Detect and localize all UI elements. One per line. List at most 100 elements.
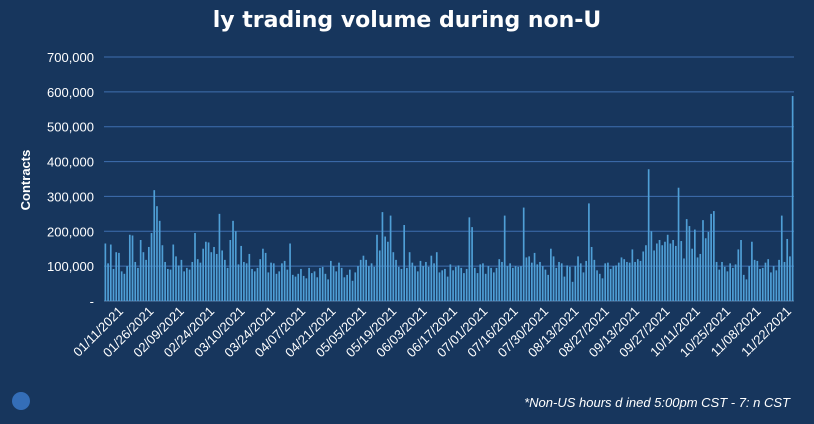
bar bbox=[571, 281, 574, 301]
bar bbox=[278, 271, 281, 301]
bar bbox=[253, 271, 256, 301]
bar bbox=[745, 279, 748, 301]
bar bbox=[327, 279, 329, 301]
bar bbox=[137, 267, 139, 301]
bar bbox=[226, 267, 229, 301]
bar bbox=[588, 203, 590, 301]
bar bbox=[655, 243, 658, 301]
bar bbox=[281, 263, 283, 301]
bar bbox=[408, 252, 411, 301]
bar bbox=[531, 262, 533, 301]
y-tick-label: 600,000 bbox=[47, 85, 94, 100]
bar bbox=[685, 219, 688, 301]
bar bbox=[362, 255, 365, 301]
bar bbox=[438, 272, 441, 301]
bar bbox=[457, 265, 460, 301]
bar bbox=[753, 259, 756, 301]
bar bbox=[308, 267, 310, 301]
bar bbox=[313, 271, 316, 301]
bar bbox=[582, 272, 585, 301]
bar bbox=[617, 262, 620, 301]
bar bbox=[368, 266, 370, 301]
bar bbox=[104, 243, 107, 301]
bar bbox=[294, 276, 297, 301]
bar bbox=[335, 271, 338, 301]
bar bbox=[645, 245, 647, 301]
bar bbox=[161, 245, 164, 301]
bar bbox=[484, 273, 487, 301]
bar bbox=[172, 244, 175, 301]
bar bbox=[628, 262, 631, 301]
bar bbox=[186, 267, 188, 301]
bar bbox=[286, 269, 289, 301]
bar bbox=[577, 256, 579, 301]
bar bbox=[699, 253, 702, 301]
bar bbox=[112, 268, 115, 301]
bar bbox=[232, 220, 234, 301]
bar bbox=[107, 263, 109, 301]
bar bbox=[234, 231, 237, 301]
bar bbox=[552, 256, 555, 301]
bar bbox=[194, 233, 196, 301]
bar bbox=[256, 267, 259, 301]
bar bbox=[778, 259, 780, 301]
bar bbox=[770, 272, 772, 301]
bar bbox=[403, 225, 406, 301]
bar bbox=[569, 266, 571, 301]
bar bbox=[623, 259, 626, 301]
bar bbox=[688, 226, 691, 301]
bar bbox=[147, 246, 150, 301]
bar bbox=[647, 169, 650, 301]
bar bbox=[340, 267, 343, 301]
bar bbox=[506, 266, 509, 301]
bar bbox=[631, 249, 634, 301]
gridlines bbox=[104, 56, 794, 302]
bar bbox=[300, 268, 302, 301]
bar bbox=[346, 274, 348, 301]
bar bbox=[449, 264, 452, 301]
bar bbox=[639, 260, 642, 301]
bar bbox=[780, 215, 783, 301]
bar bbox=[264, 252, 267, 301]
bar bbox=[596, 270, 598, 301]
bar bbox=[373, 266, 376, 301]
bar bbox=[751, 241, 753, 301]
bar bbox=[359, 259, 362, 301]
bar bbox=[177, 265, 180, 301]
y-tick-label: 300,000 bbox=[47, 189, 94, 204]
bar bbox=[669, 243, 672, 301]
bar bbox=[704, 238, 707, 301]
y-tick-label: 100,000 bbox=[47, 259, 94, 274]
bar bbox=[791, 96, 794, 301]
bar bbox=[650, 231, 653, 301]
bar bbox=[710, 213, 712, 301]
bar bbox=[427, 266, 430, 301]
bar bbox=[319, 267, 321, 301]
y-tick-label: 700,000 bbox=[47, 50, 94, 65]
bar bbox=[207, 242, 210, 301]
bar bbox=[598, 273, 601, 301]
bar bbox=[316, 277, 319, 301]
bar bbox=[463, 273, 465, 301]
bar bbox=[503, 215, 506, 301]
bar bbox=[430, 255, 433, 301]
bar bbox=[175, 256, 177, 301]
bar bbox=[501, 261, 503, 301]
y-tick-label: 200,000 bbox=[47, 224, 94, 239]
bar bbox=[528, 256, 530, 301]
bar bbox=[585, 260, 588, 301]
bar bbox=[156, 206, 158, 301]
bar bbox=[473, 267, 476, 301]
bar bbox=[289, 243, 291, 301]
bar bbox=[767, 259, 770, 301]
bar bbox=[609, 268, 612, 301]
y-tick-label: 400,000 bbox=[47, 155, 94, 170]
bar bbox=[495, 267, 498, 301]
chart-title: ly trading volume during non-U bbox=[212, 8, 602, 33]
bar bbox=[512, 267, 514, 301]
y-tick-label: - bbox=[90, 294, 94, 309]
bar bbox=[435, 252, 438, 301]
bar bbox=[479, 264, 482, 301]
bar bbox=[180, 259, 183, 301]
bar bbox=[612, 266, 615, 301]
